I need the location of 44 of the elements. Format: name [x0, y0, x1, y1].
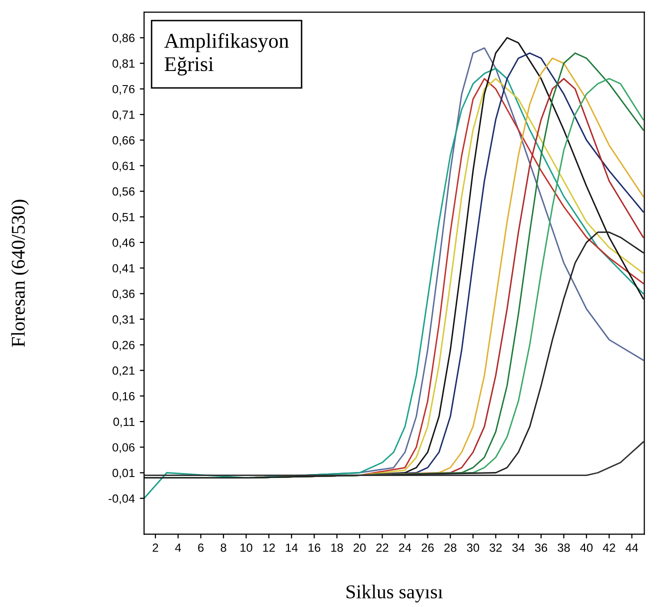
x-tick-label: 36 [534, 544, 548, 552]
x-tick-label: 20 [354, 544, 366, 552]
x-tick-label: 24 [399, 544, 412, 552]
y-tick-label: 0,86 [112, 34, 135, 44]
y-tick-label: 0,81 [112, 59, 134, 70]
x-tick-label: 32 [490, 544, 502, 552]
x-tick-label: 44 [626, 544, 638, 552]
x-tick-label: 30 [466, 544, 480, 552]
y-tick-label: 0,06 [112, 443, 135, 453]
y-tick-label: -0,04 [108, 494, 135, 504]
x-tick-label: 8 [220, 544, 226, 552]
annotation: Amplifikasyon Eğrisi [164, 33, 289, 76]
y-tick-label: 0,41 [112, 264, 134, 274]
x-tick-label: 40 [580, 544, 593, 552]
y-tick-label: 0,26 [112, 340, 135, 351]
x-tick-label: 4 [175, 544, 182, 552]
x-axis-title: Siklus sayısı [346, 584, 443, 602]
y-tick-label: 0,36 [112, 290, 135, 300]
x-tick-label: 10 [240, 544, 252, 552]
y-tick-label: 0,51 [112, 212, 134, 223]
y-tick-label: 0,76 [112, 84, 135, 95]
y-tick-label: 0,46 [112, 238, 135, 248]
x-tick-label: 34 [512, 544, 525, 552]
x-tick-label: 6 [198, 544, 204, 552]
y-tick-label: 0,21 [112, 366, 134, 376]
y-tick-label: 0,31 [112, 315, 134, 325]
y-axis-title: Floresan (640/530) [11, 200, 29, 347]
y-tick-label: 0,66 [112, 136, 135, 146]
y-tick-label: 0,16 [112, 392, 135, 402]
x-tick-label: 16 [308, 544, 320, 552]
y-tick-label: 0,71 [112, 110, 134, 120]
x-tick-label: 18 [331, 544, 343, 552]
x-tick-label: 2 [152, 544, 158, 552]
x-tick-label: 38 [558, 544, 570, 552]
x-tick-label: 22 [376, 544, 388, 552]
x-tick-label: 26 [422, 544, 434, 552]
y-tick-label: 0,56 [112, 187, 135, 198]
y-tick-label: 0,61 [112, 162, 134, 172]
x-tick-label: 14 [286, 544, 298, 552]
x-tick-label: 12 [263, 544, 275, 552]
y-tick-label: 0,01 [112, 468, 134, 479]
x-tick-label: 28 [444, 544, 456, 552]
x-tick-label: 42 [602, 544, 616, 552]
y-tick-label: 0,11 [113, 418, 134, 428]
